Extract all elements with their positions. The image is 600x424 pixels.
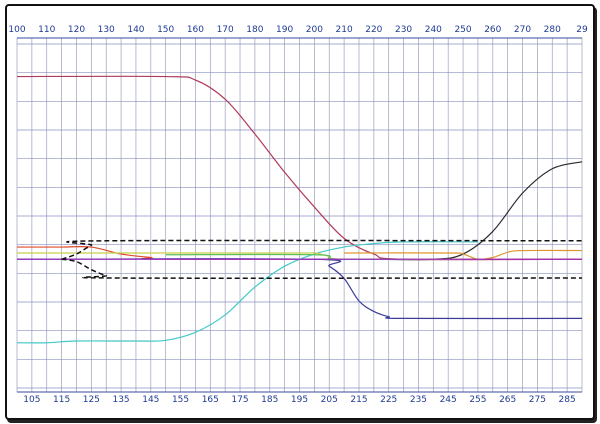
bottom-tick-label: 205 <box>321 395 338 405</box>
bottom-tick-label: 105 <box>23 395 40 405</box>
top-tick-label: 150 <box>157 25 174 35</box>
series-line-4 <box>16 241 478 344</box>
top-tick-label: 260 <box>484 25 501 35</box>
top-tick-label: 170 <box>217 25 234 35</box>
top-tick-label: 280 <box>544 25 561 35</box>
top-tick-label: 210 <box>336 25 353 35</box>
bottom-tick-label: 115 <box>53 395 70 405</box>
series-lines <box>16 75 583 344</box>
bottom-tick-label: 245 <box>440 395 457 405</box>
bottom-tick-label: 265 <box>499 395 516 405</box>
series-line-10 <box>61 239 583 260</box>
bottom-tick-label: 165 <box>202 395 219 405</box>
line-chart: 100 110 120 130 140 150 160 170 180 190 200 210 220 2… <box>8 25 588 405</box>
top-tick-label: 250 <box>454 25 471 35</box>
top-tick-label: 270 <box>514 25 531 35</box>
top-tick-label: 240 <box>425 25 442 35</box>
chart-frame: 100 110 120 130 140 150 160 170 180 190 200 210 220 2… <box>5 4 595 420</box>
top-tick-label: 200 <box>306 25 323 35</box>
bottom-axis-ticks: 105 115 125 135 145 155 165 175 185 195 205 215 225 2… <box>23 395 575 405</box>
bottom-tick-label: 125 <box>83 395 100 405</box>
top-tick-label: 140 <box>127 25 144 35</box>
top-tick-label: 220 <box>365 25 382 35</box>
top-tick-label: 160 <box>187 25 204 35</box>
top-tick-label: 110 <box>38 25 55 35</box>
top-tick-label: 100 <box>8 25 25 35</box>
series-line-11 <box>61 258 583 279</box>
bottom-tick-label: 135 <box>112 395 129 405</box>
top-tick-label: 29 <box>576 25 588 35</box>
top-axis-ticks: 100 110 120 130 140 150 160 170 180 190 200 210 220 2… <box>8 25 588 35</box>
top-tick-label: 180 <box>246 25 263 35</box>
bottom-tick-label: 195 <box>291 395 308 405</box>
bottom-tick-label: 155 <box>172 395 189 405</box>
top-tick-label: 230 <box>395 25 412 35</box>
bottom-tick-label: 225 <box>380 395 397 405</box>
top-tick-label: 130 <box>98 25 115 35</box>
bottom-tick-label: 285 <box>559 395 576 405</box>
bottom-tick-label: 175 <box>231 395 248 405</box>
bottom-tick-label: 275 <box>529 395 546 405</box>
grid <box>16 37 583 393</box>
bottom-tick-label: 185 <box>261 395 278 405</box>
top-tick-label: 120 <box>68 25 85 35</box>
bottom-tick-label: 255 <box>469 395 486 405</box>
top-tick-label: 190 <box>276 25 293 35</box>
bottom-tick-label: 145 <box>142 395 159 405</box>
bottom-tick-label: 215 <box>350 395 367 405</box>
bottom-tick-label: 235 <box>410 395 427 405</box>
